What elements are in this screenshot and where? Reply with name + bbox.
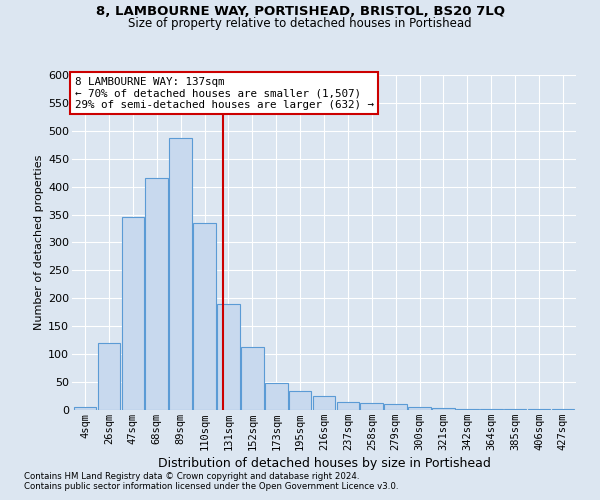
X-axis label: Distribution of detached houses by size in Portishead: Distribution of detached houses by size … [158,457,490,470]
Bar [313,396,335,410]
Bar [432,408,455,410]
Bar [145,178,168,410]
Bar [289,391,311,410]
Text: Contains HM Land Registry data © Crown copyright and database right 2024.: Contains HM Land Registry data © Crown c… [24,472,359,481]
Text: Size of property relative to detached houses in Portishead: Size of property relative to detached ho… [128,18,472,30]
Bar [193,223,216,410]
Y-axis label: Number of detached properties: Number of detached properties [34,155,44,330]
Text: 8 LAMBOURNE WAY: 137sqm
← 70% of detached houses are smaller (1,507)
29% of semi: 8 LAMBOURNE WAY: 137sqm ← 70% of detache… [74,76,374,110]
Bar [169,138,192,410]
Bar [217,304,240,410]
Bar [337,402,359,410]
Text: 8, LAMBOURNE WAY, PORTISHEAD, BRISTOL, BS20 7LQ: 8, LAMBOURNE WAY, PORTISHEAD, BRISTOL, B… [95,5,505,18]
Bar [408,407,431,410]
Bar [74,407,97,410]
Bar [456,409,479,410]
Bar [98,343,121,410]
Bar [241,348,263,410]
Bar [122,218,144,410]
Bar [361,404,383,410]
Text: Contains public sector information licensed under the Open Government Licence v3: Contains public sector information licen… [24,482,398,491]
Bar [265,383,287,410]
Bar [385,404,407,410]
